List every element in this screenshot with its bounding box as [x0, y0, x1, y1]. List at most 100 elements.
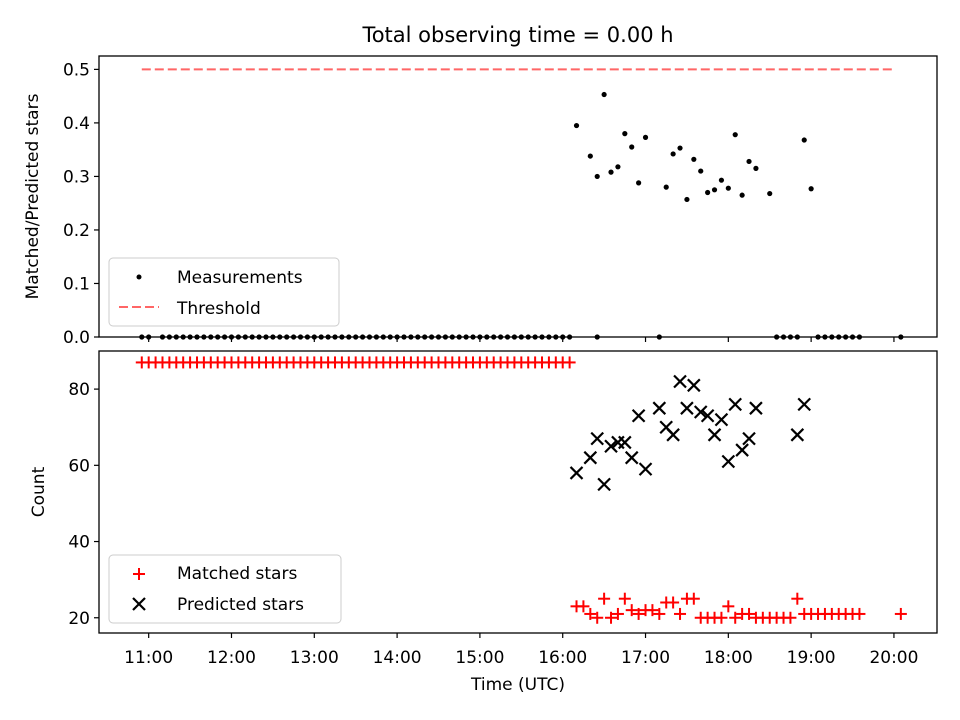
measurement-point: [235, 334, 241, 340]
legend-predicted-label: Predicted stars: [177, 595, 304, 615]
matched-star-point: [784, 611, 797, 624]
matched-star-point: [653, 607, 666, 620]
x-tick-label: 19:00: [787, 648, 836, 668]
measurement-point: [636, 180, 642, 186]
measurement-point: [284, 334, 290, 340]
measurement-point: [318, 334, 324, 340]
measurement-point: [339, 334, 345, 340]
x-tick-label: 13:00: [290, 648, 339, 668]
measurement-point: [518, 334, 524, 340]
measurement-point: [608, 169, 614, 175]
y-tick-label: 0.5: [63, 60, 90, 80]
measurement-point: [525, 334, 531, 340]
measurement-point: [366, 334, 373, 340]
matched-star-point: [729, 611, 742, 624]
measurement-point: [774, 334, 780, 340]
y-tick-label: 20: [68, 609, 90, 629]
measurement-point: [836, 334, 842, 340]
top-legend: Measurements Threshold: [108, 257, 340, 327]
top-panel: Total observing time = 0.00 h 0.00.10.20…: [23, 23, 938, 348]
matched-star-point: [598, 592, 611, 605]
matched-star-point: [605, 611, 618, 624]
measurement-point: [684, 196, 690, 203]
matched-star-point: [722, 600, 735, 613]
measurement-point: [242, 334, 248, 340]
x-tick-label: 16:00: [538, 648, 587, 668]
predicted-star-point: [666, 428, 680, 442]
measurement-point: [415, 334, 421, 340]
measurements-points: [139, 91, 904, 340]
y-tick-label: 80: [68, 380, 90, 400]
measurement-point: [387, 334, 393, 340]
top-y-axis-label: Matched/Predicted stars: [23, 93, 43, 299]
measurement-point: [642, 134, 649, 140]
measurement-point: [594, 173, 600, 180]
top-legend-box: [108, 257, 340, 327]
measurement-point: [670, 151, 676, 157]
x-tick-label: 17:00: [621, 648, 670, 668]
measurement-point: [498, 334, 504, 340]
measurement-point: [159, 334, 166, 340]
y-tick-label: 0.4: [63, 114, 90, 134]
measurement-point: [787, 334, 794, 340]
measurement-point: [553, 334, 559, 340]
measurement-point: [856, 334, 863, 340]
measurement-point: [166, 334, 172, 340]
predicted-star-point: [638, 462, 653, 476]
measurement-point: [208, 334, 214, 340]
measurement-point: [753, 165, 759, 171]
predicted-star-point: [790, 428, 805, 442]
measurement-point: [263, 334, 269, 340]
measurement-point: [221, 334, 228, 340]
measurement-point: [705, 189, 711, 196]
measurement-point: [429, 334, 435, 340]
legend-measurements-label: Measurements: [177, 268, 303, 288]
measurement-point: [470, 334, 476, 340]
matched-star-point: [632, 607, 645, 620]
measurement-point: [332, 334, 338, 340]
measurement-point: [511, 334, 518, 340]
measurement-point: [746, 158, 752, 165]
legend-matched-label: Matched stars: [177, 564, 297, 584]
bottom-plot-frame: [98, 350, 938, 634]
measurement-point: [408, 334, 414, 340]
measurement-point: [180, 334, 186, 340]
matched-star-point: [687, 592, 700, 605]
measurement-point: [346, 334, 352, 340]
predicted-star-point: [569, 466, 584, 480]
measurement-point: [187, 334, 193, 340]
matched-star-point: [667, 596, 680, 609]
measurement-point: [270, 334, 276, 340]
legend-threshold-label: Threshold: [176, 299, 261, 319]
matched-star-point: [674, 607, 687, 620]
matched-star-point: [625, 604, 638, 617]
measurement-point: [767, 190, 773, 197]
measurement-point: [567, 334, 573, 340]
matched-star-point: [894, 607, 907, 620]
matched-star-point: [611, 607, 624, 620]
measurement-point: [615, 164, 621, 170]
matched-star-point: [591, 611, 604, 624]
measurement-point: [401, 334, 407, 340]
legend-plus: [133, 568, 145, 580]
bottom-legend-box: [108, 554, 342, 624]
predicted-star-point: [618, 435, 632, 450]
measurement-point: [898, 334, 904, 340]
predicted-star-point: [597, 477, 611, 492]
measurement-point: [325, 334, 331, 340]
predicted-star-point: [624, 450, 639, 465]
x-tick-label: 12:00: [207, 648, 256, 668]
measurement-point: [539, 334, 545, 340]
matched-star-point: [577, 600, 590, 613]
bottom-y-ticks: 20 40 60 80: [68, 380, 99, 629]
y-tick-label: 0.0: [63, 328, 90, 348]
measurement-point: [587, 153, 593, 159]
predicted-star-point: [631, 409, 646, 423]
predicted-star-point: [721, 454, 736, 469]
measurement-point: [442, 334, 449, 340]
predicted-star-point: [687, 378, 701, 393]
measurement-point: [484, 334, 490, 340]
top-x-tick-marks: [148, 337, 895, 342]
measurement-point: [491, 334, 497, 340]
